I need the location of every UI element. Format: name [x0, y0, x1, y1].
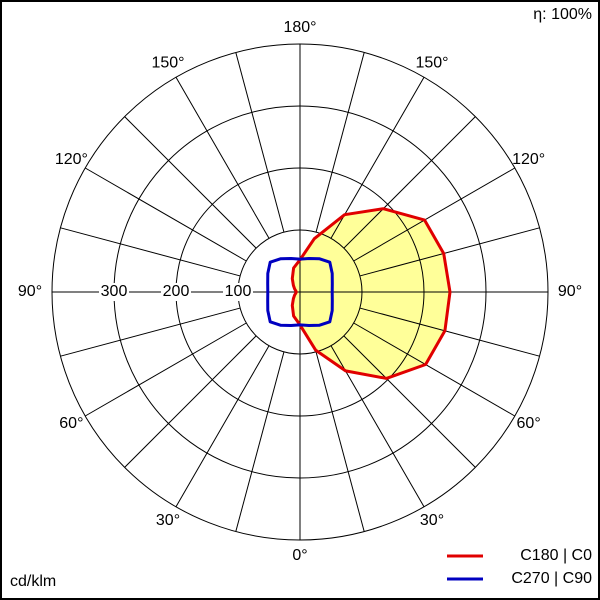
- tick-bg: [161, 283, 191, 301]
- r-tick-label: 300: [101, 283, 128, 300]
- radial-line: [124, 335, 257, 468]
- radial-line: [84, 322, 247, 417]
- angle-label: 120°: [512, 151, 545, 168]
- r-tick-label: 200: [163, 283, 190, 300]
- radial-line: [175, 345, 270, 508]
- legend-label: C270 | C90: [511, 570, 592, 587]
- angle-label: 120°: [55, 151, 88, 168]
- radial-line: [235, 351, 285, 532]
- radial-line: [343, 116, 476, 249]
- angle-label: 60°: [59, 415, 83, 432]
- outer-ring: [51, 43, 549, 541]
- angle-label: 0°: [292, 547, 307, 564]
- radial-line: [235, 52, 285, 233]
- tick-bg: [99, 283, 129, 301]
- r-tick-label: 100: [225, 283, 252, 300]
- radial-line: [330, 76, 425, 239]
- radial-line: [315, 52, 365, 233]
- radial-line: [343, 335, 476, 468]
- radial-line: [353, 167, 516, 262]
- angle-label: 30°: [420, 512, 444, 529]
- angle-label: 90°: [558, 283, 582, 300]
- radial-line: [60, 307, 241, 357]
- radial-line: [359, 227, 540, 277]
- radial-line: [84, 167, 247, 262]
- radial-line: [353, 322, 516, 417]
- legend-label: C180 | C0: [520, 547, 592, 564]
- angle-label: 90°: [18, 283, 42, 300]
- angle-label: 60°: [517, 415, 541, 432]
- radial-line: [124, 116, 257, 249]
- unit-label: cd/klm: [10, 573, 56, 590]
- angle-label: 150°: [151, 55, 184, 72]
- angle-label: 150°: [415, 55, 448, 72]
- radial-line: [175, 76, 270, 239]
- radial-line: [60, 227, 241, 277]
- tick-bg: [223, 283, 253, 301]
- angle-label: 30°: [156, 512, 180, 529]
- series-line: [266, 257, 334, 327]
- angle-label: 180°: [283, 19, 316, 36]
- efficiency: η: 100%: [533, 6, 592, 23]
- radial-line: [315, 351, 365, 532]
- series-fill: [292, 208, 450, 379]
- radial-line: [359, 307, 540, 357]
